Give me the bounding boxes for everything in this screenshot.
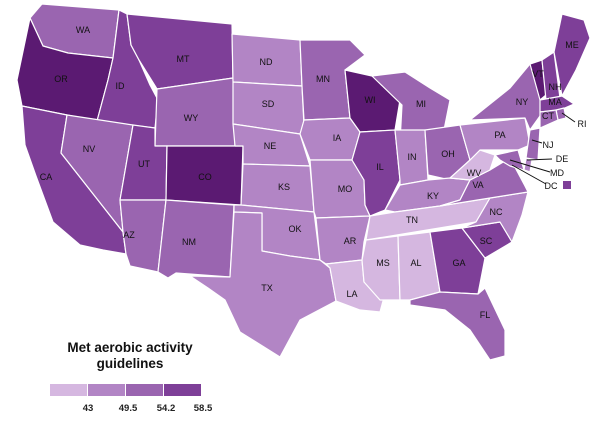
state-fl: [409, 287, 506, 361]
leader-md: [509, 159, 551, 173]
label-az: AZ: [123, 230, 135, 240]
legend-tick: 58.5: [193, 403, 213, 414]
state-mi: [371, 71, 451, 143]
leader-ri: [561, 112, 576, 123]
label-ga: GA: [452, 258, 465, 268]
state-ma: [539, 95, 575, 113]
label-dc: DC: [545, 181, 558, 191]
legend-swatch: [50, 384, 87, 396]
legend-title-line-2: guidelines: [96, 356, 164, 371]
label-fl: FL: [480, 310, 491, 320]
label-al: AL: [410, 258, 421, 268]
label-nh: NH: [549, 82, 562, 92]
label-ca: CA: [40, 172, 53, 182]
state-wy: [154, 77, 236, 147]
label-ut: UT: [138, 159, 150, 169]
legend-tick: 43: [82, 403, 94, 414]
label-ok: OK: [288, 224, 301, 234]
label-vt: VT: [532, 69, 544, 79]
label-mn: MN: [316, 74, 330, 84]
label-la: LA: [346, 289, 357, 299]
state-ia: [299, 117, 361, 161]
label-co: CO: [198, 172, 212, 182]
label-me: ME: [565, 40, 579, 50]
label-wy: WY: [184, 113, 199, 123]
leader-dc: [511, 164, 547, 185]
label-mi: MI: [416, 99, 426, 109]
state-ct: [539, 109, 559, 129]
legend-title: Met aerobic activity guidelines: [40, 340, 220, 372]
label-mt: MT: [177, 54, 190, 64]
dc-marker: [563, 181, 571, 189]
state-ga: [429, 227, 486, 295]
legend-title-line-1: Met aerobic activity: [67, 340, 193, 355]
label-oh: OH: [441, 149, 455, 159]
legend-ticks: 43 49.5 54.2 58.5: [50, 403, 213, 417]
label-tx: TX: [261, 283, 273, 293]
label-nm: NM: [182, 237, 196, 247]
leader-de: [526, 158, 553, 161]
label-wa: WA: [76, 25, 90, 35]
label-nd: ND: [260, 57, 273, 67]
legend-swatch: [164, 384, 201, 396]
label-in: IN: [408, 152, 417, 162]
label-il: IL: [376, 162, 384, 172]
label-ar: AR: [344, 236, 357, 246]
label-id: ID: [116, 81, 126, 91]
label-de: DE: [556, 154, 569, 164]
label-ct: CT: [542, 111, 554, 121]
label-nc: NC: [490, 207, 503, 217]
legend-swatch: [126, 384, 163, 396]
label-tn: TN: [406, 215, 418, 225]
label-ia: IA: [333, 133, 342, 143]
legend-color-scale: [50, 384, 202, 396]
label-md: MD: [550, 168, 564, 178]
leader-nj: [531, 139, 543, 144]
label-ne: NE: [264, 141, 277, 151]
label-nv: NV: [83, 144, 96, 154]
label-sd: SD: [262, 99, 275, 109]
label-ri: RI: [578, 119, 587, 129]
label-pa: PA: [494, 130, 505, 140]
state-nm: [157, 199, 235, 279]
label-mo: MO: [338, 184, 353, 194]
legend-tick: 54.2: [156, 403, 176, 414]
legend-swatch: [88, 384, 125, 396]
label-ny: NY: [516, 97, 529, 107]
label-leader-lines: [509, 112, 576, 185]
label-wi: WI: [365, 95, 376, 105]
label-or: OR: [54, 74, 68, 84]
label-ma: MA: [548, 97, 562, 107]
label-nj: NJ: [543, 140, 554, 150]
label-ks: KS: [278, 182, 290, 192]
label-wv: WV: [467, 168, 482, 178]
label-sc: SC: [480, 236, 493, 246]
label-ms: MS: [376, 258, 390, 268]
legend-tick: 49.5: [118, 403, 138, 414]
state-tx: [189, 211, 337, 358]
label-va: VA: [472, 180, 483, 190]
label-ky: KY: [427, 191, 439, 201]
